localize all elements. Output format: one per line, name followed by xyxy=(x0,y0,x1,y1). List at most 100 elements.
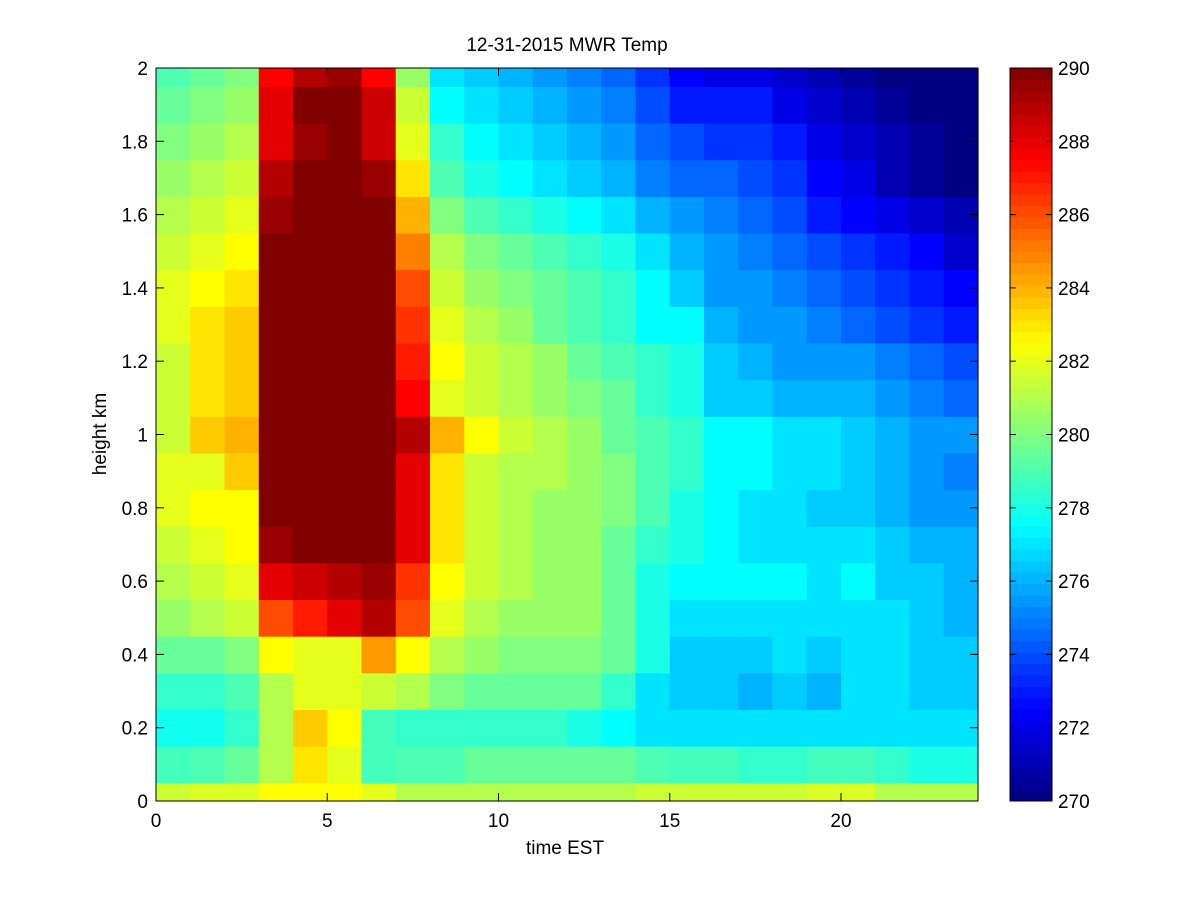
heatmap-cell xyxy=(395,672,431,710)
heatmap-cell xyxy=(669,68,705,87)
heatmap-cell xyxy=(327,709,363,747)
heatmap-cell xyxy=(430,489,465,527)
colorbar-segment xyxy=(1010,354,1052,367)
colorbar-segment xyxy=(1010,629,1052,642)
x-axis-label: time EST xyxy=(526,838,605,859)
heatmap-cell xyxy=(669,746,705,784)
heatmap-cell xyxy=(327,379,363,417)
heatmap-cell xyxy=(224,342,260,381)
heatmap-cell xyxy=(841,379,876,417)
y-tick-label: 1 xyxy=(137,426,148,447)
heatmap-cell xyxy=(704,452,739,491)
heatmap-cell xyxy=(806,196,842,234)
heatmap-cell xyxy=(293,68,328,87)
heatmap-cell xyxy=(361,86,397,124)
y-tick-label: 1.8 xyxy=(122,132,148,153)
y-axis-label: height km xyxy=(90,393,111,475)
heatmap-cell xyxy=(395,636,431,674)
heatmap-cell xyxy=(635,672,671,710)
heatmap-cell xyxy=(327,489,363,527)
colorbar-segment xyxy=(1010,102,1052,115)
heatmap-cell xyxy=(601,746,637,784)
heatmap-cell xyxy=(875,709,911,747)
heatmap-cell xyxy=(841,746,876,784)
heatmap-cell xyxy=(909,122,945,161)
colorbar-segment xyxy=(1010,90,1052,103)
colorbar-segment xyxy=(1010,136,1052,149)
heatmap-cell xyxy=(293,746,328,784)
heatmap-cell xyxy=(395,159,431,197)
heatmap-cell xyxy=(464,269,500,307)
heatmap-cell xyxy=(943,379,979,417)
heatmap-cell xyxy=(464,782,500,802)
heatmap-cell xyxy=(532,379,568,417)
heatmap-cell xyxy=(190,636,226,674)
colorbar-segment xyxy=(1010,652,1052,665)
heatmap-cell xyxy=(361,416,397,454)
heatmap-cell xyxy=(635,269,671,307)
heatmap-cell xyxy=(669,269,705,307)
heatmap-cell xyxy=(704,196,739,234)
heatmap-cell xyxy=(909,416,945,454)
heatmap-cell xyxy=(464,636,500,674)
heatmap-cell xyxy=(430,562,465,601)
heatmap-cell xyxy=(704,782,739,802)
heatmap-cell xyxy=(293,599,328,637)
heatmap-cell xyxy=(224,416,260,454)
heatmap-cell xyxy=(635,416,671,454)
heatmap-cell xyxy=(601,416,637,454)
heatmap-cell xyxy=(635,782,671,802)
heatmap-cell xyxy=(738,379,774,417)
colorbar-segment xyxy=(1010,331,1052,344)
heatmap-cell xyxy=(430,452,465,491)
heatmap-cell xyxy=(498,672,534,710)
heatmap-cell xyxy=(498,526,534,564)
heatmap-cell xyxy=(327,416,363,454)
heatmap-cell xyxy=(327,526,363,564)
heatmap-cell xyxy=(532,159,568,197)
heatmap-cell xyxy=(601,489,637,527)
heatmap-cell xyxy=(909,709,945,747)
heatmap-cell xyxy=(635,489,671,527)
heatmap-cell xyxy=(293,562,328,601)
y-tick-label: 1.4 xyxy=(122,279,149,300)
heatmap-cell xyxy=(601,232,637,271)
heatmap-cell xyxy=(395,416,431,454)
heatmap-cell xyxy=(395,232,431,271)
heatmap-cell xyxy=(806,342,842,381)
heatmap-cell xyxy=(841,196,876,234)
heatmap-cell xyxy=(909,452,945,491)
heatmap-cell xyxy=(943,782,979,802)
heatmap-cell xyxy=(430,599,465,637)
heatmap-cell xyxy=(738,672,774,710)
heatmap-cell xyxy=(567,489,602,527)
heatmap-cell xyxy=(190,159,226,197)
colorbar-segment xyxy=(1010,526,1052,539)
heatmap-cell xyxy=(669,196,705,234)
heatmap-cell xyxy=(738,709,774,747)
heatmap-cell xyxy=(190,269,226,307)
heatmap-cell xyxy=(327,232,363,271)
heatmap-cell xyxy=(190,306,226,344)
heatmap-cell xyxy=(190,122,226,161)
heatmap-cell xyxy=(943,86,979,124)
heatmap-cell xyxy=(395,269,431,307)
colorbar-segment xyxy=(1010,709,1052,722)
heatmap-cell xyxy=(430,68,465,87)
heatmap-cell xyxy=(464,746,500,784)
heatmap-cell xyxy=(909,489,945,527)
heatmap-cell xyxy=(909,526,945,564)
heatmap-cell xyxy=(430,746,465,784)
heatmap-cell xyxy=(601,196,637,234)
heatmap-cell xyxy=(258,452,294,491)
heatmap-cell xyxy=(909,68,945,87)
heatmap-cell xyxy=(601,562,637,601)
heatmap-cell xyxy=(190,379,226,417)
colorbar-segment xyxy=(1010,606,1052,619)
heatmap-cell xyxy=(635,379,671,417)
heatmap-cell xyxy=(532,86,568,124)
heatmap-cell xyxy=(156,599,191,637)
heatmap-cell xyxy=(772,122,808,161)
heatmap-cell xyxy=(258,159,294,197)
heatmap-cell xyxy=(224,68,260,87)
